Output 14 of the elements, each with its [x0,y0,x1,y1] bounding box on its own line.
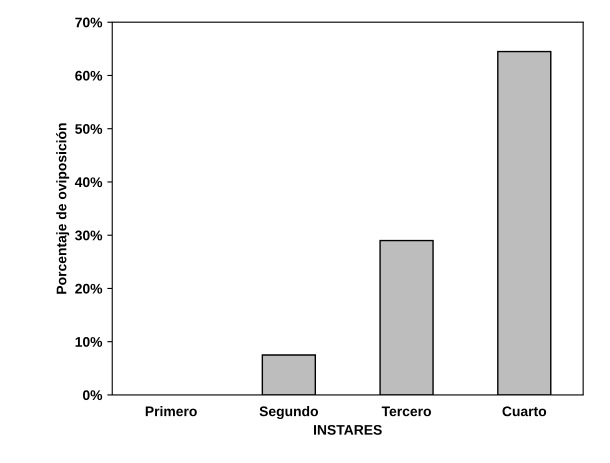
x-axis-title: INSTARES [314,424,382,435]
y-tick-label: 20% [75,284,102,294]
y-tick-label: 60% [75,70,102,81]
y-tick-label: 30% [75,230,102,240]
x-tick-label: Primero [146,406,197,416]
x-tick-label: Cuarto [502,406,546,416]
y-tick-label: 70% [75,18,102,28]
y-axis-title: Porcentaje de oviposición [56,123,70,294]
y-tick-label: 40% [74,177,102,188]
y-tick-label: 0% [82,390,102,400]
x-tick-label: Tercero [382,406,431,416]
y-tick-label: 10% [76,337,102,347]
x-tick-label: Segundo [260,406,318,420]
y-tick-label: 50% [75,124,102,134]
